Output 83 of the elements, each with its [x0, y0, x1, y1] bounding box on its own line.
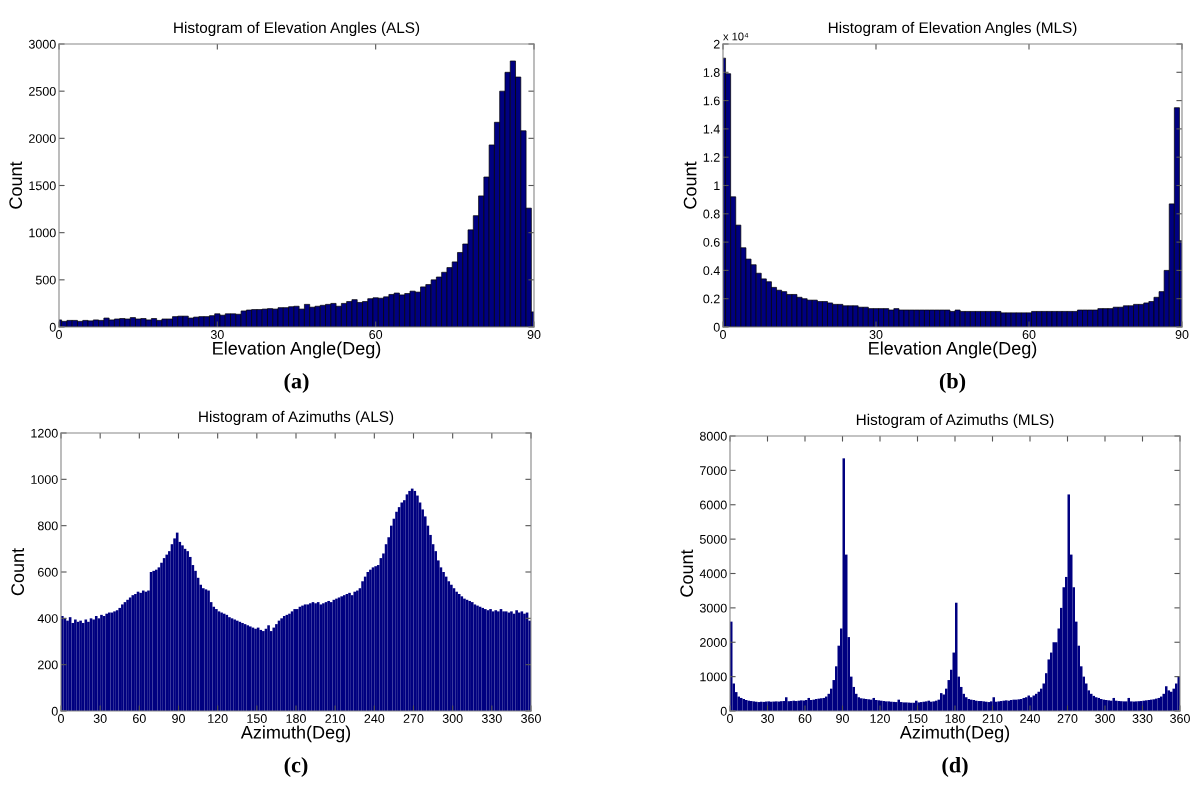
chart-title: Histogram of Elevation Angles (MLS)	[828, 21, 1077, 37]
x-tick-label: 150	[908, 714, 928, 723]
y-tick-label: 2	[713, 39, 720, 49]
x-tick-label: 240	[1020, 714, 1040, 723]
x-tick-label: 120	[208, 714, 228, 723]
y-tick-label: 2000	[29, 134, 56, 143]
x-tick-label: 30	[761, 714, 774, 723]
text: (d)	[942, 756, 968, 778]
y-tick-label: 0.6	[703, 237, 720, 247]
y-tick-label: 1.6	[703, 96, 720, 106]
x-tick-label: 60	[369, 330, 383, 339]
y-tick-label: 500	[35, 275, 56, 285]
chart-title: Histogram of Azimuths (MLS)	[856, 413, 1054, 429]
x-axis-title: Elevation Angle(Deg)	[213, 341, 381, 359]
y-tick-label: 400	[37, 614, 58, 623]
x-tick-label: 30	[869, 330, 883, 339]
x-tick-label: 210	[982, 714, 1003, 723]
x-tick-label: 270	[403, 714, 424, 723]
y-tick-label: 0	[720, 706, 727, 716]
y-tick-label: 0	[51, 706, 58, 716]
y-tick-label: 200	[38, 660, 58, 670]
x-tick-label: 180	[945, 714, 965, 723]
x-tick-label: 180	[286, 714, 306, 723]
y-tick-label: 1000	[31, 475, 58, 484]
y-tick-label: 5000	[699, 534, 727, 544]
y-tick-label: 3000	[28, 39, 56, 49]
x-tick-label: 360	[1170, 714, 1190, 723]
x-tick-label: 90	[527, 330, 541, 339]
y-tick-label: 600	[38, 567, 58, 577]
x-tick-label: 120	[870, 714, 890, 723]
text: x 10⁴	[723, 32, 749, 41]
y-tick-label: 6000	[700, 500, 727, 510]
x-tick-label: 330	[1132, 714, 1153, 723]
y-tick-label: 1200	[31, 428, 58, 438]
y-tick-label: 0	[713, 322, 720, 332]
x-tick-label: 210	[325, 714, 346, 723]
x-tick-label: 150	[247, 714, 267, 723]
y-tick-label: 0.4	[703, 266, 720, 276]
y-axis-title: Count	[11, 548, 25, 596]
x-tick-label: 270	[1057, 714, 1078, 723]
y-tick-label: 1.2	[703, 153, 720, 162]
y-tick-label: 0.2	[703, 294, 720, 304]
y-tick-label: 1.4	[703, 124, 720, 134]
chart-title: Histogram of Azimuths (ALS)	[199, 410, 394, 426]
x-axis-title: Elevation Angle(Deg)	[869, 341, 1037, 359]
y-tick-label: 1000	[29, 228, 56, 238]
x-tick-label: 90	[1175, 330, 1189, 339]
x-tick-label: 240	[364, 714, 385, 723]
y-tick-label: 0.8	[703, 209, 720, 219]
x-tick-label: 60	[133, 714, 146, 723]
x-tick-label: 60	[1022, 330, 1036, 339]
text: (a)	[284, 372, 309, 394]
text: (b)	[939, 372, 966, 394]
x-tick-label: 330	[481, 714, 502, 723]
y-axis-title: Count	[683, 161, 697, 209]
y-axis-title: Count	[680, 549, 694, 597]
x-axis-title: Azimuth(Deg)	[240, 725, 351, 743]
y-tick-label: 4000	[699, 569, 727, 579]
chart-title: Histogram of Elevation Angles (ALS)	[174, 21, 420, 37]
y-tick-label: 1000	[700, 672, 727, 682]
x-tick-label: 0	[727, 714, 733, 723]
y-tick-label: 0	[49, 322, 56, 332]
x-tick-label: 60	[798, 714, 812, 723]
y-tick-label: 800	[37, 521, 58, 531]
y-tick-label: 1500	[29, 181, 56, 191]
x-tick-label: 0	[58, 714, 64, 723]
y-axis-title: Count	[9, 161, 23, 209]
x-tick-label: 90	[172, 714, 185, 723]
y-tick-label: 1.8	[703, 68, 720, 77]
x-tick-label: 90	[836, 714, 849, 723]
x-tick-label: 300	[442, 714, 463, 723]
x-tick-label: 300	[1095, 714, 1115, 723]
y-tick-label: 3000	[699, 603, 727, 613]
x-tick-label: 30	[210, 330, 224, 339]
text: (c)	[284, 756, 308, 778]
x-tick-label: 30	[93, 714, 107, 723]
y-tick-label: 2000	[700, 638, 727, 647]
x-axis-title: Azimuth(Deg)	[899, 725, 1010, 743]
y-tick-label: 7000	[700, 466, 727, 476]
x-tick-label: 360	[521, 714, 541, 723]
y-tick-label: 2500	[29, 86, 56, 96]
y-tick-label: 1	[714, 181, 720, 191]
y-tick-label: 8000	[699, 431, 727, 441]
